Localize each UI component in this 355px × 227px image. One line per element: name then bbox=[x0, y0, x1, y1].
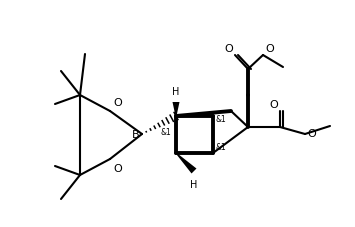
Text: O: O bbox=[269, 100, 278, 109]
Text: H: H bbox=[172, 87, 180, 96]
Text: O: O bbox=[113, 98, 122, 108]
Text: &1: &1 bbox=[160, 128, 171, 137]
Text: H: H bbox=[190, 179, 198, 189]
Text: O: O bbox=[265, 44, 274, 54]
Text: O: O bbox=[113, 163, 122, 173]
Text: &1: &1 bbox=[215, 115, 226, 124]
Text: O: O bbox=[307, 128, 316, 138]
Text: B: B bbox=[131, 129, 139, 139]
Text: &1: &1 bbox=[215, 143, 226, 152]
Text: O: O bbox=[224, 44, 233, 54]
Polygon shape bbox=[173, 103, 180, 116]
Polygon shape bbox=[176, 153, 196, 174]
